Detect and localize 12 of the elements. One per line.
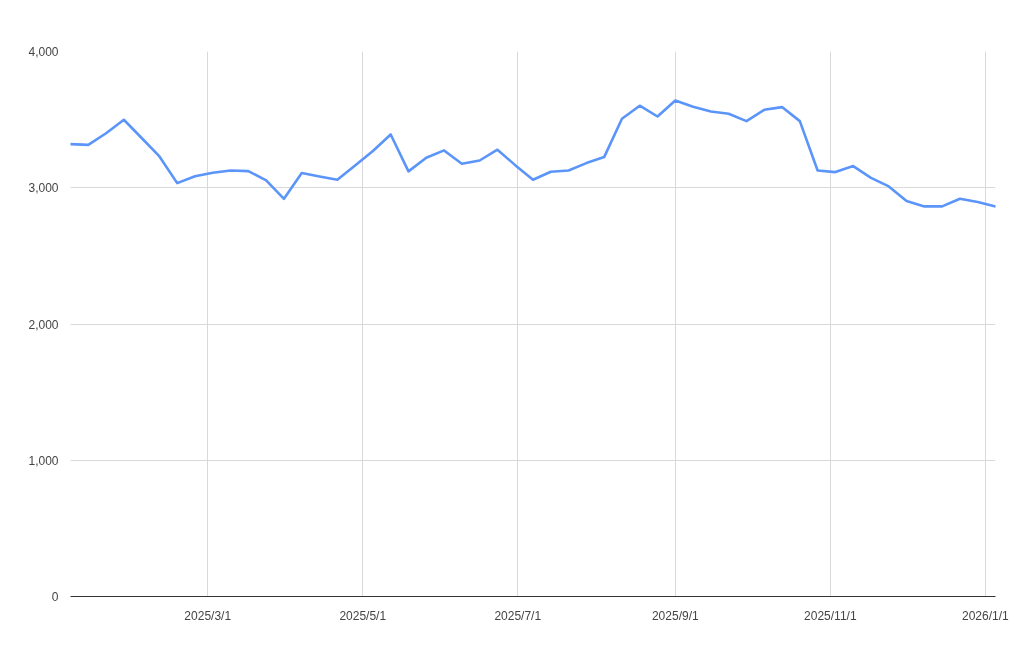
line-series bbox=[70, 99, 996, 208]
x-tick-label: 2025/5/1 bbox=[339, 608, 387, 623]
x-tick-label: 2025/9/1 bbox=[651, 608, 699, 623]
y-tick-label: 4,000 bbox=[28, 45, 59, 59]
x-tick-label: 2025/3/1 bbox=[184, 608, 232, 623]
x-tick-label: 2025/7/1 bbox=[494, 608, 542, 623]
y-tick-label: 0 bbox=[51, 590, 59, 604]
x-tick-label: 2025/11/1 bbox=[804, 608, 857, 623]
y-tick-label: 2,000 bbox=[28, 317, 59, 332]
x-tick-label: 2026/1/1 bbox=[961, 608, 1010, 623]
y-tick-label: 3,000 bbox=[28, 181, 59, 196]
y-tick-label: 1,000 bbox=[28, 453, 59, 468]
